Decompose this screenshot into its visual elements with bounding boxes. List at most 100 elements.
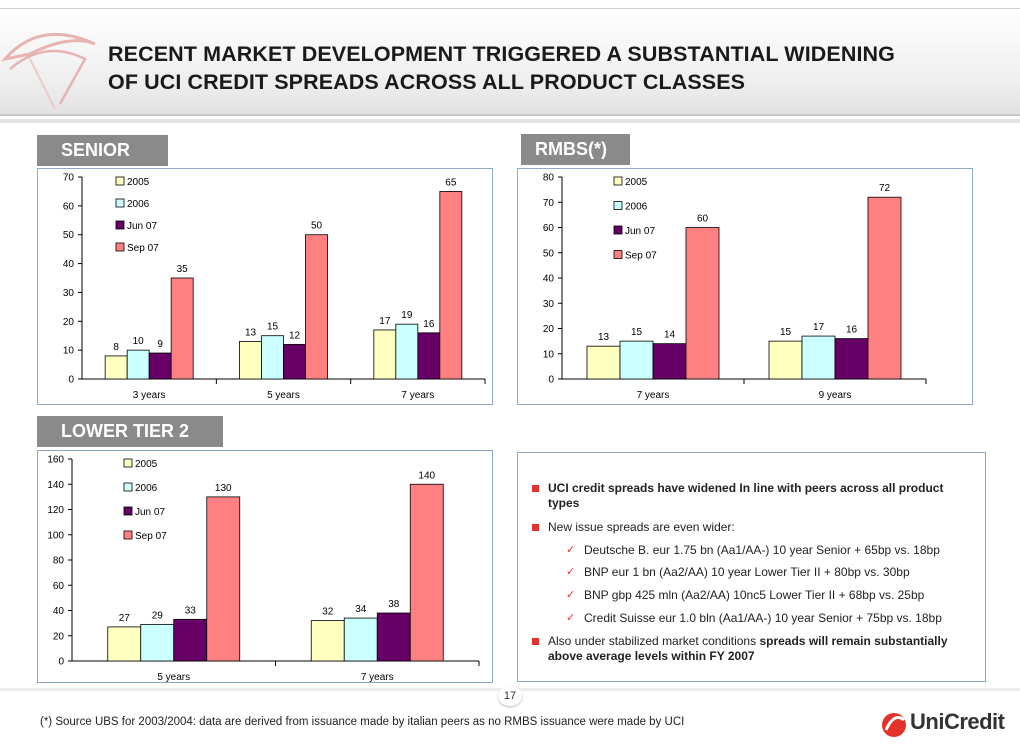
bar-2005: [107, 626, 142, 662]
y-tick-label: 50: [543, 248, 555, 259]
bar-sep-07: [867, 196, 902, 380]
y-tick-label: 0: [58, 657, 64, 668]
sub-bullet-3-text: BNP gbp 425 mln (Aa2/AA) 10nc5 Lower Tie…: [584, 588, 925, 602]
checkmark-icon: ✓: [566, 612, 576, 624]
y-tick-label: 50: [63, 230, 75, 241]
bar-2006: [395, 323, 419, 380]
data-label: 12: [289, 330, 301, 341]
bullet-1-text: UCI credit spreads have widened In line …: [548, 481, 944, 510]
bar-2006: [801, 335, 836, 380]
legend-swatch: [123, 506, 133, 516]
x-category-label: 9 years: [819, 390, 852, 401]
y-tick-label: 140: [47, 480, 64, 491]
data-label: 16: [423, 319, 435, 330]
legend-swatch: [123, 458, 133, 468]
bar-2006: [619, 340, 654, 380]
red-square-bullet-icon: [532, 485, 539, 492]
bar-jun-07: [417, 332, 441, 380]
y-tick-label: 30: [543, 299, 555, 310]
y-tick-label: 20: [53, 631, 65, 642]
bar-2005: [373, 329, 397, 380]
bullet-3-text-a: Also under stabilized market conditions: [548, 634, 760, 648]
data-label: 65: [445, 177, 457, 188]
bar-2006: [261, 335, 284, 380]
legend-swatch: [123, 530, 133, 540]
data-label: 29: [152, 610, 164, 621]
bar-2005: [239, 341, 262, 380]
legend-swatch: [613, 225, 623, 235]
sub-bullet-2: ✓ BNP eur 1 bn (Aa2/AA) 10 year Lower Ti…: [566, 565, 910, 580]
legend-label: Jun 07: [127, 221, 157, 232]
bullet-2: New issue spreads are even wider:: [532, 520, 972, 535]
y-tick-label: 160: [47, 455, 64, 466]
legend-swatch: [115, 198, 125, 208]
sub-bullet-4: ✓ Credit Suisse eur 1.0 bln (Aa1/AA-) 10…: [566, 611, 942, 626]
lower-tier2-section-label: LOWER TIER 2: [37, 416, 223, 447]
y-tick-label: 100: [47, 530, 64, 541]
data-label: 130: [215, 483, 232, 494]
x-category-label: 7 years: [637, 390, 670, 401]
data-label: 15: [780, 327, 792, 338]
header-divider: [0, 119, 1020, 123]
page-title-line-2: OF UCI CREDIT SPREADS ACROSS ALL PRODUCT…: [108, 70, 746, 94]
lower-tier2-chart-svg: 0 20 40 60 80 100 120 140 160 27 29 33 130 5 years 32 3…: [47, 455, 480, 682]
bullet-3: Also under stabilized market conditions …: [532, 634, 972, 664]
bar-2005: [104, 355, 128, 380]
bar-sep-07: [409, 483, 444, 662]
y-tick-label: 20: [63, 317, 75, 328]
bar-jun-07: [173, 618, 208, 662]
y-tick-label: 60: [63, 201, 75, 212]
legend-label: Sep 07: [625, 251, 657, 262]
senior-section-label: SENIOR: [37, 135, 168, 166]
data-label: 38: [388, 599, 400, 610]
legend-label: Sep 07: [127, 243, 159, 254]
bullet-1: UCI credit spreads have widened In line …: [532, 481, 972, 511]
x-category-label: 7 years: [361, 672, 394, 682]
bar-sep-07: [439, 191, 463, 380]
bar-sep-07: [305, 234, 328, 380]
bar-sep-07: [206, 496, 241, 662]
bar-2005: [310, 620, 345, 662]
page-title: RECENT MARKET DEVELOPMENT TRIGGERED A SU…: [108, 40, 1008, 96]
legend-swatch: [115, 176, 125, 186]
legend-swatch: [115, 220, 125, 230]
data-label: 8: [113, 342, 119, 353]
checkmark-icon: ✓: [566, 589, 576, 601]
red-square-bullet-icon: [532, 524, 539, 531]
header-band: [0, 8, 1020, 116]
footnote: (*) Source UBS for 2003/2004: data are d…: [40, 716, 685, 728]
data-label: 15: [267, 322, 279, 333]
legend-label: 2006: [127, 199, 150, 210]
bar-2006: [126, 349, 150, 380]
legend-label: 2005: [127, 177, 150, 188]
legend-swatch: [613, 201, 623, 210]
legend-label: 2006: [135, 483, 158, 494]
y-tick-label: 30: [63, 288, 75, 299]
bar-jun-07: [376, 612, 411, 662]
data-label: 27: [119, 613, 131, 624]
bar-jun-07: [834, 338, 869, 380]
x-category-label: 7 years: [401, 390, 434, 401]
bullet-2-text: New issue spreads are even wider:: [548, 520, 735, 534]
data-label: 50: [311, 221, 323, 232]
legend-swatch: [123, 482, 133, 492]
rmbs-chart-svg: 0 10 20 30 40 50 60 70 80 13 15 14 60 7 years 15 17 16 72…: [543, 173, 927, 401]
sub-bullet-2-text: BNP eur 1 bn (Aa2/AA) 10 year Lower Tier…: [584, 565, 910, 579]
rmbs-section-label: RMBS(*): [521, 134, 630, 165]
y-tick-label: 70: [63, 173, 75, 184]
sub-bullet-3: ✓ BNP gbp 425 mln (Aa2/AA) 10nc5 Lower T…: [566, 588, 924, 603]
senior-chart: 0 10 20 30 40 50 60 70 8 10 9 35 3 years 13 15 12 50 5 ye…: [37, 168, 493, 405]
bullet-3-text-b: spreads will remain substantially above …: [548, 634, 948, 663]
x-category-label: 3 years: [133, 390, 166, 401]
data-label: 15: [631, 327, 643, 338]
checkmark-icon: ✓: [566, 544, 576, 556]
y-tick-label: 20: [543, 324, 555, 335]
legend-label: 2005: [135, 459, 158, 470]
x-category-label: 5 years: [267, 390, 300, 401]
y-tick-label: 10: [63, 346, 75, 357]
unicredit-logo-icon: [882, 713, 906, 737]
data-label: 32: [322, 607, 334, 618]
legend-label: Sep 07: [135, 531, 167, 542]
bar-2005: [768, 340, 803, 380]
bar-jun-07: [283, 343, 306, 380]
